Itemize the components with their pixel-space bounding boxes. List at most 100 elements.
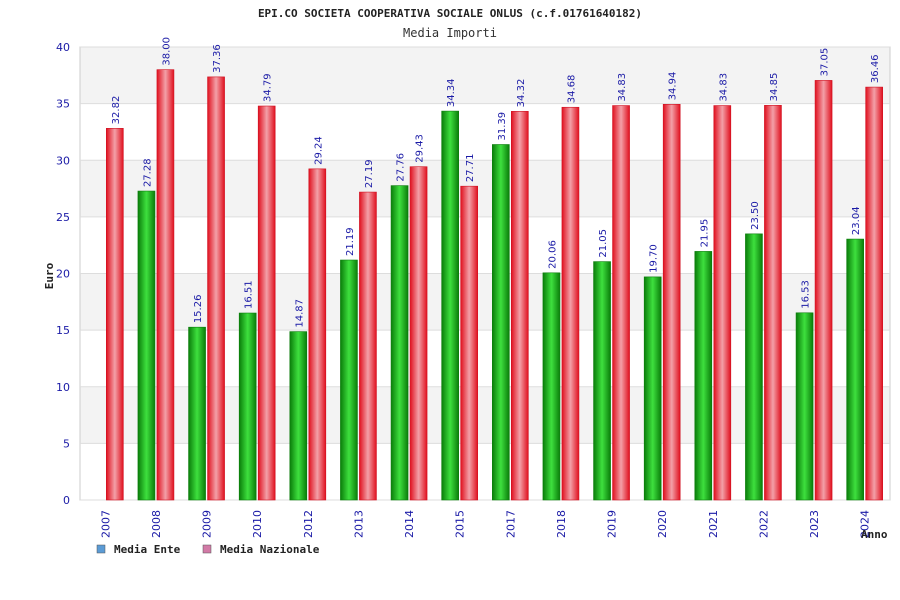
value-label: 27.19 <box>364 159 375 188</box>
value-label: 29.43 <box>415 134 426 163</box>
x-tick-label: 2015 <box>454 510 467 538</box>
y-tick-label: 10 <box>56 381 70 394</box>
value-label: 34.34 <box>446 78 457 107</box>
value-label: 37.05 <box>820 48 831 77</box>
legend: Media Ente Media Nazionale <box>96 543 320 556</box>
value-label: 23.50 <box>750 201 761 230</box>
x-tick-label: 2023 <box>808 510 821 538</box>
bar-media-ente <box>390 185 409 501</box>
y-tick-label: 15 <box>56 324 70 337</box>
x-tick-label: 2017 <box>504 510 517 538</box>
bar-media-ente <box>542 272 561 501</box>
x-tick-label: 2020 <box>656 510 669 538</box>
x-tick-label: 2022 <box>757 510 770 538</box>
y-tick-label: 40 <box>56 41 70 54</box>
chart-title: EPI.CO SOCIETA COOPERATIVA SOCIALE ONLUS… <box>258 7 642 20</box>
x-tick-label: 2007 <box>99 510 112 538</box>
x-tick-label: 2019 <box>606 510 619 538</box>
bar-media-ente <box>745 233 763 501</box>
value-label: 34.32 <box>516 79 527 108</box>
value-label: 32.82 <box>111 96 122 125</box>
value-label: 21.05 <box>598 229 609 258</box>
bar-media-ente <box>795 312 814 501</box>
bar-media-ente <box>289 331 308 501</box>
value-label: 27.28 <box>142 158 153 187</box>
value-label: 34.94 <box>668 72 679 101</box>
x-tick-label: 2018 <box>555 510 568 538</box>
value-label: 34.85 <box>769 73 780 102</box>
x-tick-label: 2008 <box>150 510 163 538</box>
bar-media-nazionale <box>662 104 681 501</box>
x-axis-ticks: 2007 2008 2009 2010 2012 2013 2014 2015 2017 2018… <box>99 510 871 538</box>
value-label: 27.76 <box>396 153 407 182</box>
bar-media-nazionale <box>713 105 732 501</box>
y-axis-label: Euro <box>43 262 56 289</box>
x-tick-label: 2013 <box>352 510 365 538</box>
bar-media-nazionale <box>612 105 630 501</box>
value-label: 38.00 <box>161 37 172 66</box>
value-label: 15.26 <box>193 295 204 324</box>
legend-swatch-media-ente <box>96 544 106 554</box>
bar-media-nazionale <box>156 69 175 501</box>
value-label: 14.87 <box>294 299 305 328</box>
bar-media-nazionale <box>460 185 478 501</box>
bar-media-ente <box>694 251 713 501</box>
bars <box>106 69 883 501</box>
value-label: 16.53 <box>801 280 812 309</box>
value-label: 34.83 <box>718 73 729 102</box>
value-label: 34.79 <box>263 73 274 102</box>
y-axis-ticks: 0 5 10 15 20 25 30 35 40 <box>56 41 70 507</box>
x-tick-label: 2009 <box>201 510 214 538</box>
bar-media-ente <box>492 144 510 501</box>
value-label: 16.51 <box>244 280 255 309</box>
value-label: 19.70 <box>649 244 660 273</box>
x-tick-label: 2014 <box>403 510 416 538</box>
bar-media-nazionale <box>561 106 580 501</box>
value-label: 31.39 <box>497 112 508 141</box>
x-tick-label: 2024 <box>859 510 872 538</box>
bar-media-nazionale <box>814 80 833 501</box>
bar-media-ente <box>137 190 156 501</box>
value-label: 37.36 <box>212 44 223 73</box>
value-label: 29.24 <box>313 136 324 165</box>
x-axis-label: Anno <box>861 528 888 541</box>
y-tick-label: 5 <box>63 437 70 450</box>
y-tick-label: 20 <box>56 268 70 281</box>
x-tick-label: 2010 <box>251 510 264 538</box>
bar-media-ente <box>643 276 662 501</box>
value-label: 34.68 <box>566 75 577 104</box>
value-label: 21.19 <box>345 227 356 256</box>
value-labels: 32.82 27.28 38.00 15.26 37.36 16.51 34.79 14.87… <box>111 37 881 328</box>
bar-media-ente <box>846 238 864 501</box>
bar-media-nazionale <box>359 191 377 501</box>
value-label: 20.06 <box>547 240 558 269</box>
chart-subtitle: Media Importi <box>403 26 497 40</box>
bar-media-ente <box>593 261 611 501</box>
bar-media-ente <box>238 312 257 501</box>
bar-media-nazionale <box>865 86 883 501</box>
y-tick-label: 0 <box>63 494 70 507</box>
bar-media-ente <box>188 326 206 501</box>
bar-media-nazionale <box>764 105 782 501</box>
legend-label-media-nazionale: Media Nazionale <box>220 543 320 556</box>
bar-media-ente <box>441 110 459 501</box>
bar-media-nazionale <box>409 166 428 501</box>
legend-swatch-media-nazionale <box>202 544 212 554</box>
y-tick-label: 30 <box>56 154 70 167</box>
bar-media-nazionale <box>257 105 276 501</box>
bar-media-nazionale <box>308 168 327 501</box>
value-label: 36.46 <box>870 54 881 83</box>
value-label: 27.71 <box>465 154 476 183</box>
x-tick-label: 2012 <box>302 510 315 538</box>
y-tick-label: 35 <box>56 98 70 111</box>
bar-media-nazionale <box>106 128 124 501</box>
value-label: 21.95 <box>699 219 710 248</box>
value-label: 34.83 <box>617 73 628 102</box>
value-label: 23.04 <box>851 206 862 235</box>
bar-media-ente <box>340 259 358 501</box>
x-tick-label: 2021 <box>707 510 720 538</box>
bar-media-nazionale <box>207 76 225 501</box>
y-tick-label: 25 <box>56 211 70 224</box>
bar-media-nazionale <box>511 111 529 501</box>
